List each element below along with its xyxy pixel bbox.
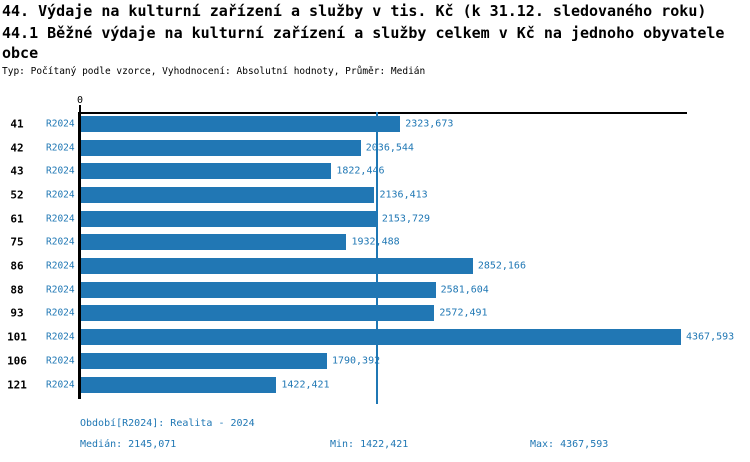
bar xyxy=(81,139,361,156)
value-label: 1422,421 xyxy=(281,379,330,391)
bar xyxy=(81,376,277,393)
value-label: 2323,673 xyxy=(405,118,454,130)
value-label: 2581,604 xyxy=(440,284,489,296)
value-label: 2153,729 xyxy=(381,213,431,225)
category-label: 41 xyxy=(10,117,24,131)
bar-row: 93 R2024 2572,491 xyxy=(0,302,750,326)
bar-row: 52 R2024 2136,413 xyxy=(0,183,750,207)
bar-row: 121 R2024 1422,421 xyxy=(0,373,750,397)
category-label: 42 xyxy=(10,141,24,155)
series-label: R2024 xyxy=(46,307,75,319)
footer-max: Max: 4367,593 xyxy=(530,439,609,450)
value-label: 1790,392 xyxy=(331,355,381,367)
value-label: 2136,413 xyxy=(379,189,428,201)
bar xyxy=(81,186,375,203)
value-label: 2852,166 xyxy=(477,260,526,272)
chart-subtitle: Typ: Počítaný podle vzorce, Vyhodnocení:… xyxy=(2,66,426,77)
median-line xyxy=(375,112,378,404)
y-axis-line xyxy=(78,112,81,399)
x-axis-tick-label: 0 xyxy=(76,95,84,106)
category-label: 61 xyxy=(10,212,24,226)
bar xyxy=(81,234,347,251)
category-label: 52 xyxy=(10,188,24,202)
category-label: 106 xyxy=(7,354,27,368)
bar-row: 42 R2024 2036,544 xyxy=(0,136,750,160)
bar xyxy=(81,115,401,132)
bar xyxy=(81,352,327,369)
bar xyxy=(81,305,435,322)
series-label: R2024 xyxy=(46,236,75,248)
bar-row: 75 R2024 1932,488 xyxy=(0,231,750,255)
footer-min: Min: 1422,421 xyxy=(330,439,409,450)
bar xyxy=(81,281,436,298)
category-label: 121 xyxy=(7,378,27,392)
value-label: 1822,446 xyxy=(336,165,385,177)
bar-row: 43 R2024 1822,446 xyxy=(0,159,750,183)
footer-period: Období[R2024]: Realita - 2024 xyxy=(80,418,255,429)
series-label: R2024 xyxy=(46,331,75,343)
bar-row: 101 R2024 4367,593 xyxy=(0,325,750,349)
bar-row: 106 R2024 1790,392 xyxy=(0,349,750,373)
bar xyxy=(81,329,681,346)
bar-rows: 41 R2024 2323,673 42 R2024 2036,544 43 R2024 182… xyxy=(0,112,750,398)
value-label: 2572,491 xyxy=(439,307,488,319)
series-label: R2024 xyxy=(46,142,75,154)
series-label: R2024 xyxy=(46,260,75,272)
series-label: R2024 xyxy=(46,213,75,225)
category-label: 43 xyxy=(10,164,24,178)
value-label: 4367,593 xyxy=(686,331,735,343)
series-label: R2024 xyxy=(46,355,75,367)
bar-row: 88 R2024 2581,604 xyxy=(0,278,750,302)
bar xyxy=(81,258,473,275)
chart-title-line-1: 44. Výdaje na kulturní zařízení a služby… xyxy=(2,2,707,20)
category-label: 101 xyxy=(7,330,27,344)
series-label: R2024 xyxy=(46,118,75,130)
bar-row: 86 R2024 2852,166 xyxy=(0,254,750,278)
category-label: 88 xyxy=(10,283,24,297)
series-label: R2024 xyxy=(46,379,75,391)
bar xyxy=(81,210,377,227)
series-label: R2024 xyxy=(46,189,75,201)
category-label: 75 xyxy=(10,235,24,249)
footer-median: Medián: 2145,071 xyxy=(80,439,177,450)
x-axis-line xyxy=(79,112,687,114)
series-label: R2024 xyxy=(46,165,75,177)
value-label: 2036,544 xyxy=(365,142,414,154)
bar-row: 61 R2024 2153,729 xyxy=(0,207,750,231)
x-axis-tick-mark xyxy=(79,105,81,113)
value-label: 1932,488 xyxy=(351,236,400,248)
bar xyxy=(81,163,332,180)
category-label: 86 xyxy=(10,259,24,273)
chart-title-line-3: obce xyxy=(2,44,39,62)
series-label: R2024 xyxy=(46,284,75,296)
category-label: 93 xyxy=(10,306,24,320)
chart-title-line-2: 44.1 Běžné výdaje na kulturní zařízení a… xyxy=(2,24,725,42)
bar-row: 41 R2024 2323,673 xyxy=(0,112,750,136)
